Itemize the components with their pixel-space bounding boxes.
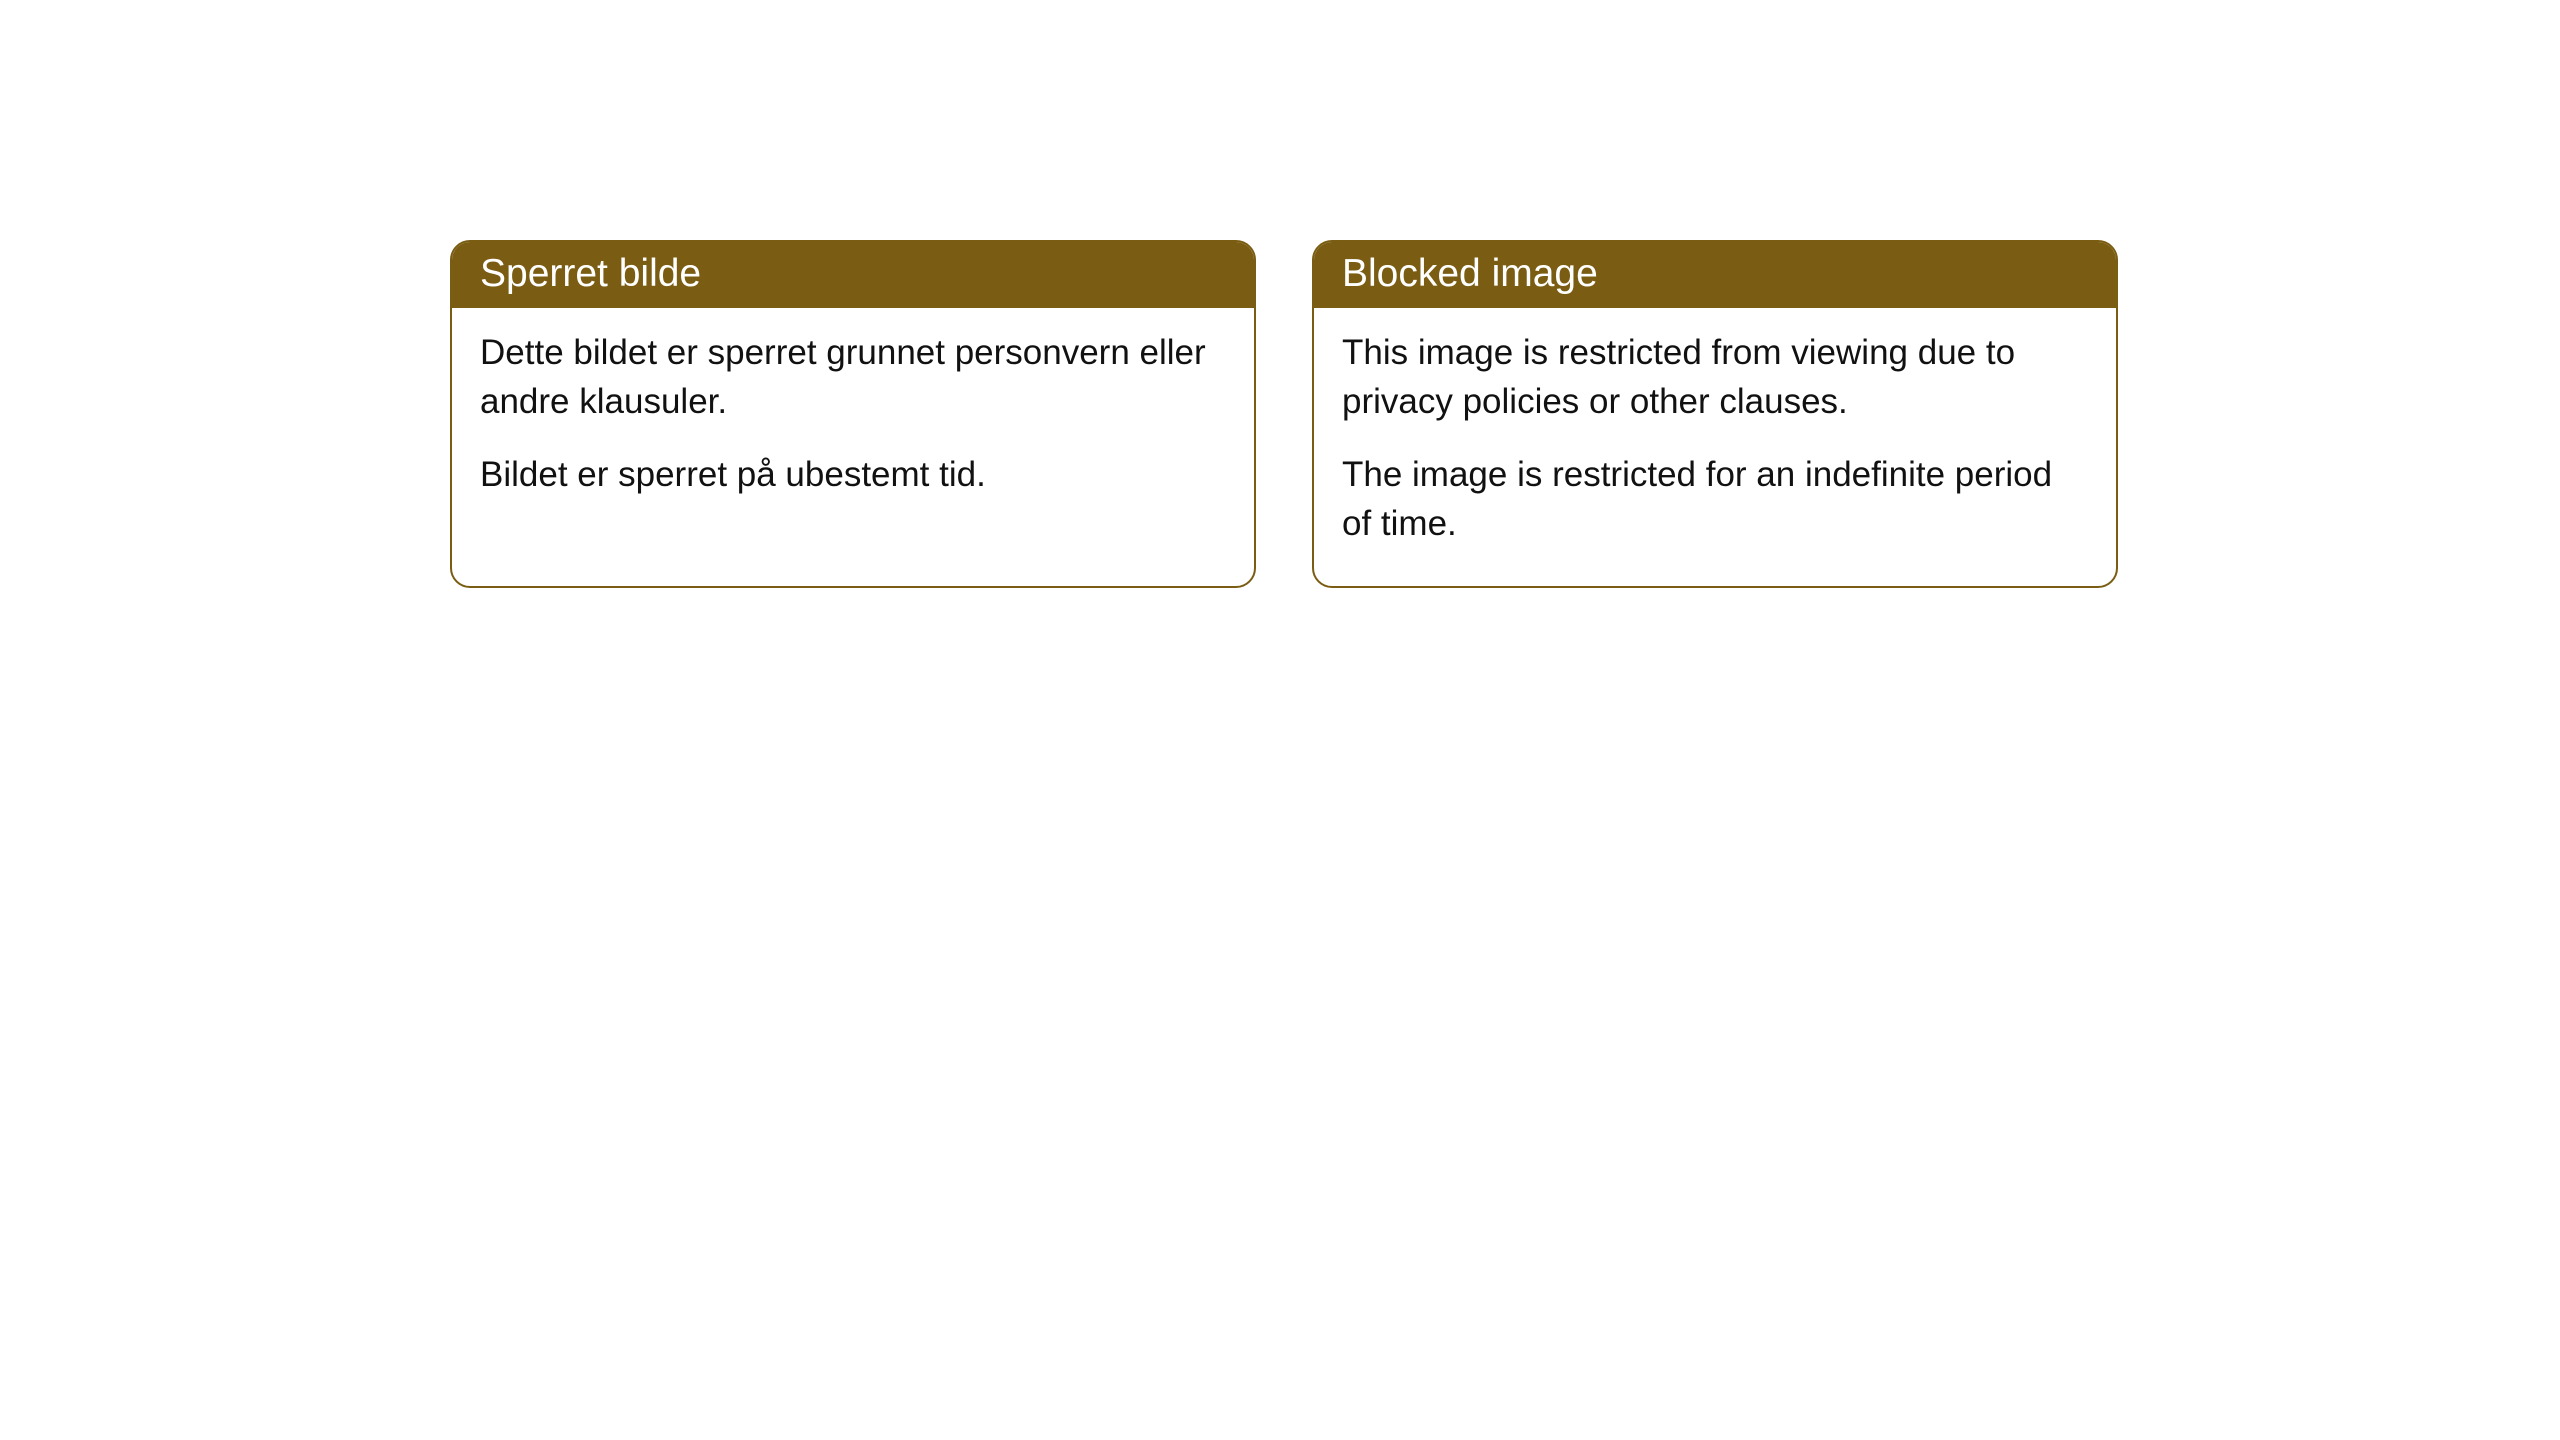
card-body: Dette bildet er sperret grunnet personve… xyxy=(452,308,1254,537)
card-body: This image is restricted from viewing du… xyxy=(1314,308,2116,586)
notice-card-english: Blocked image This image is restricted f… xyxy=(1312,240,2118,588)
notice-card-norwegian: Sperret bilde Dette bildet er sperret gr… xyxy=(450,240,1256,588)
card-paragraph: Dette bildet er sperret grunnet personve… xyxy=(480,328,1226,426)
notice-cards-container: Sperret bilde Dette bildet er sperret gr… xyxy=(450,240,2118,588)
card-header: Sperret bilde xyxy=(452,242,1254,308)
card-paragraph: This image is restricted from viewing du… xyxy=(1342,328,2088,426)
card-paragraph: The image is restricted for an indefinit… xyxy=(1342,450,2088,548)
card-paragraph: Bildet er sperret på ubestemt tid. xyxy=(480,450,1226,499)
card-title: Blocked image xyxy=(1342,252,1598,295)
card-header: Blocked image xyxy=(1314,242,2116,308)
card-title: Sperret bilde xyxy=(480,252,701,295)
